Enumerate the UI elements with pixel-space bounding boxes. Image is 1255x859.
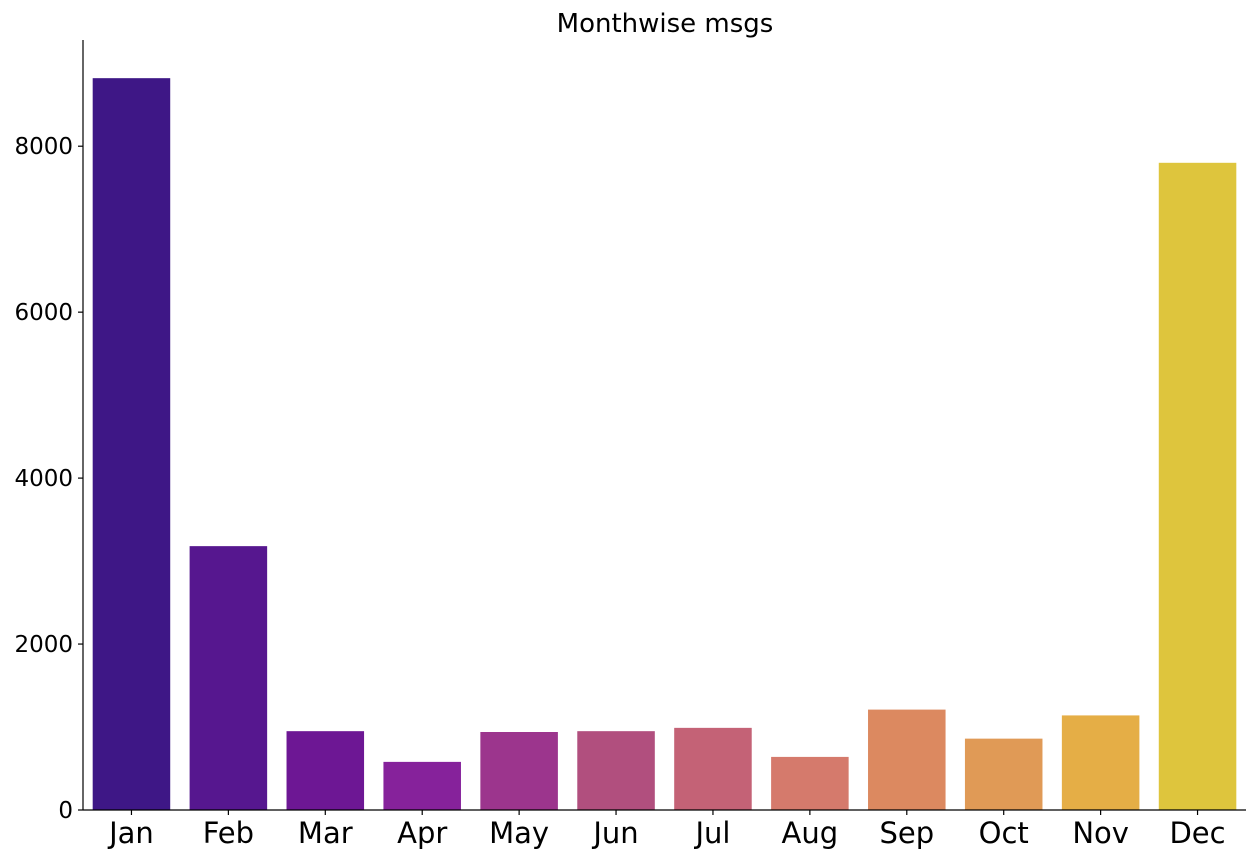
y-tick-label: 4000 (14, 466, 73, 492)
bar-mar (286, 731, 365, 810)
x-tick-label: Nov (1072, 816, 1129, 850)
x-tick-label: Jul (693, 816, 730, 850)
x-tick-label: Apr (397, 816, 447, 850)
bar-may (480, 732, 558, 810)
y-tick-label: 2000 (14, 632, 73, 658)
x-tick-label: May (489, 816, 549, 850)
bar-jan (92, 78, 171, 811)
bar-nov (1061, 715, 1140, 810)
x-tick-label: Oct (979, 816, 1029, 850)
y-tick-label: 6000 (14, 300, 73, 326)
bar-sep (868, 709, 946, 810)
x-tick-label: Mar (298, 816, 353, 850)
x-tick-label: Aug (782, 816, 839, 850)
x-tick-label: Jan (107, 816, 154, 850)
bars-group (92, 78, 1237, 811)
x-axis-ticks: Jan Feb Mar Apr May Jun Jul Aug Sep Oct Nov Dec (107, 810, 1226, 850)
y-tick-label: 0 (58, 798, 73, 824)
x-tick-label: Dec (1169, 816, 1225, 850)
y-axis-ticks: 0 2000 4000 6000 8000 (14, 134, 83, 824)
bar-jul (674, 727, 752, 810)
bar-apr (383, 761, 461, 811)
chart-title: Monthwise msgs (557, 9, 774, 39)
bar-dec (1158, 162, 1237, 811)
x-tick-label: Feb (203, 816, 254, 850)
bar-aug (771, 756, 849, 810)
x-tick-label: Jun (591, 816, 638, 850)
y-tick-label: 8000 (14, 134, 73, 160)
x-tick-label: Sep (879, 816, 934, 850)
bar-oct (964, 738, 1043, 810)
bar-feb (189, 546, 268, 810)
bar-jun (577, 731, 655, 810)
